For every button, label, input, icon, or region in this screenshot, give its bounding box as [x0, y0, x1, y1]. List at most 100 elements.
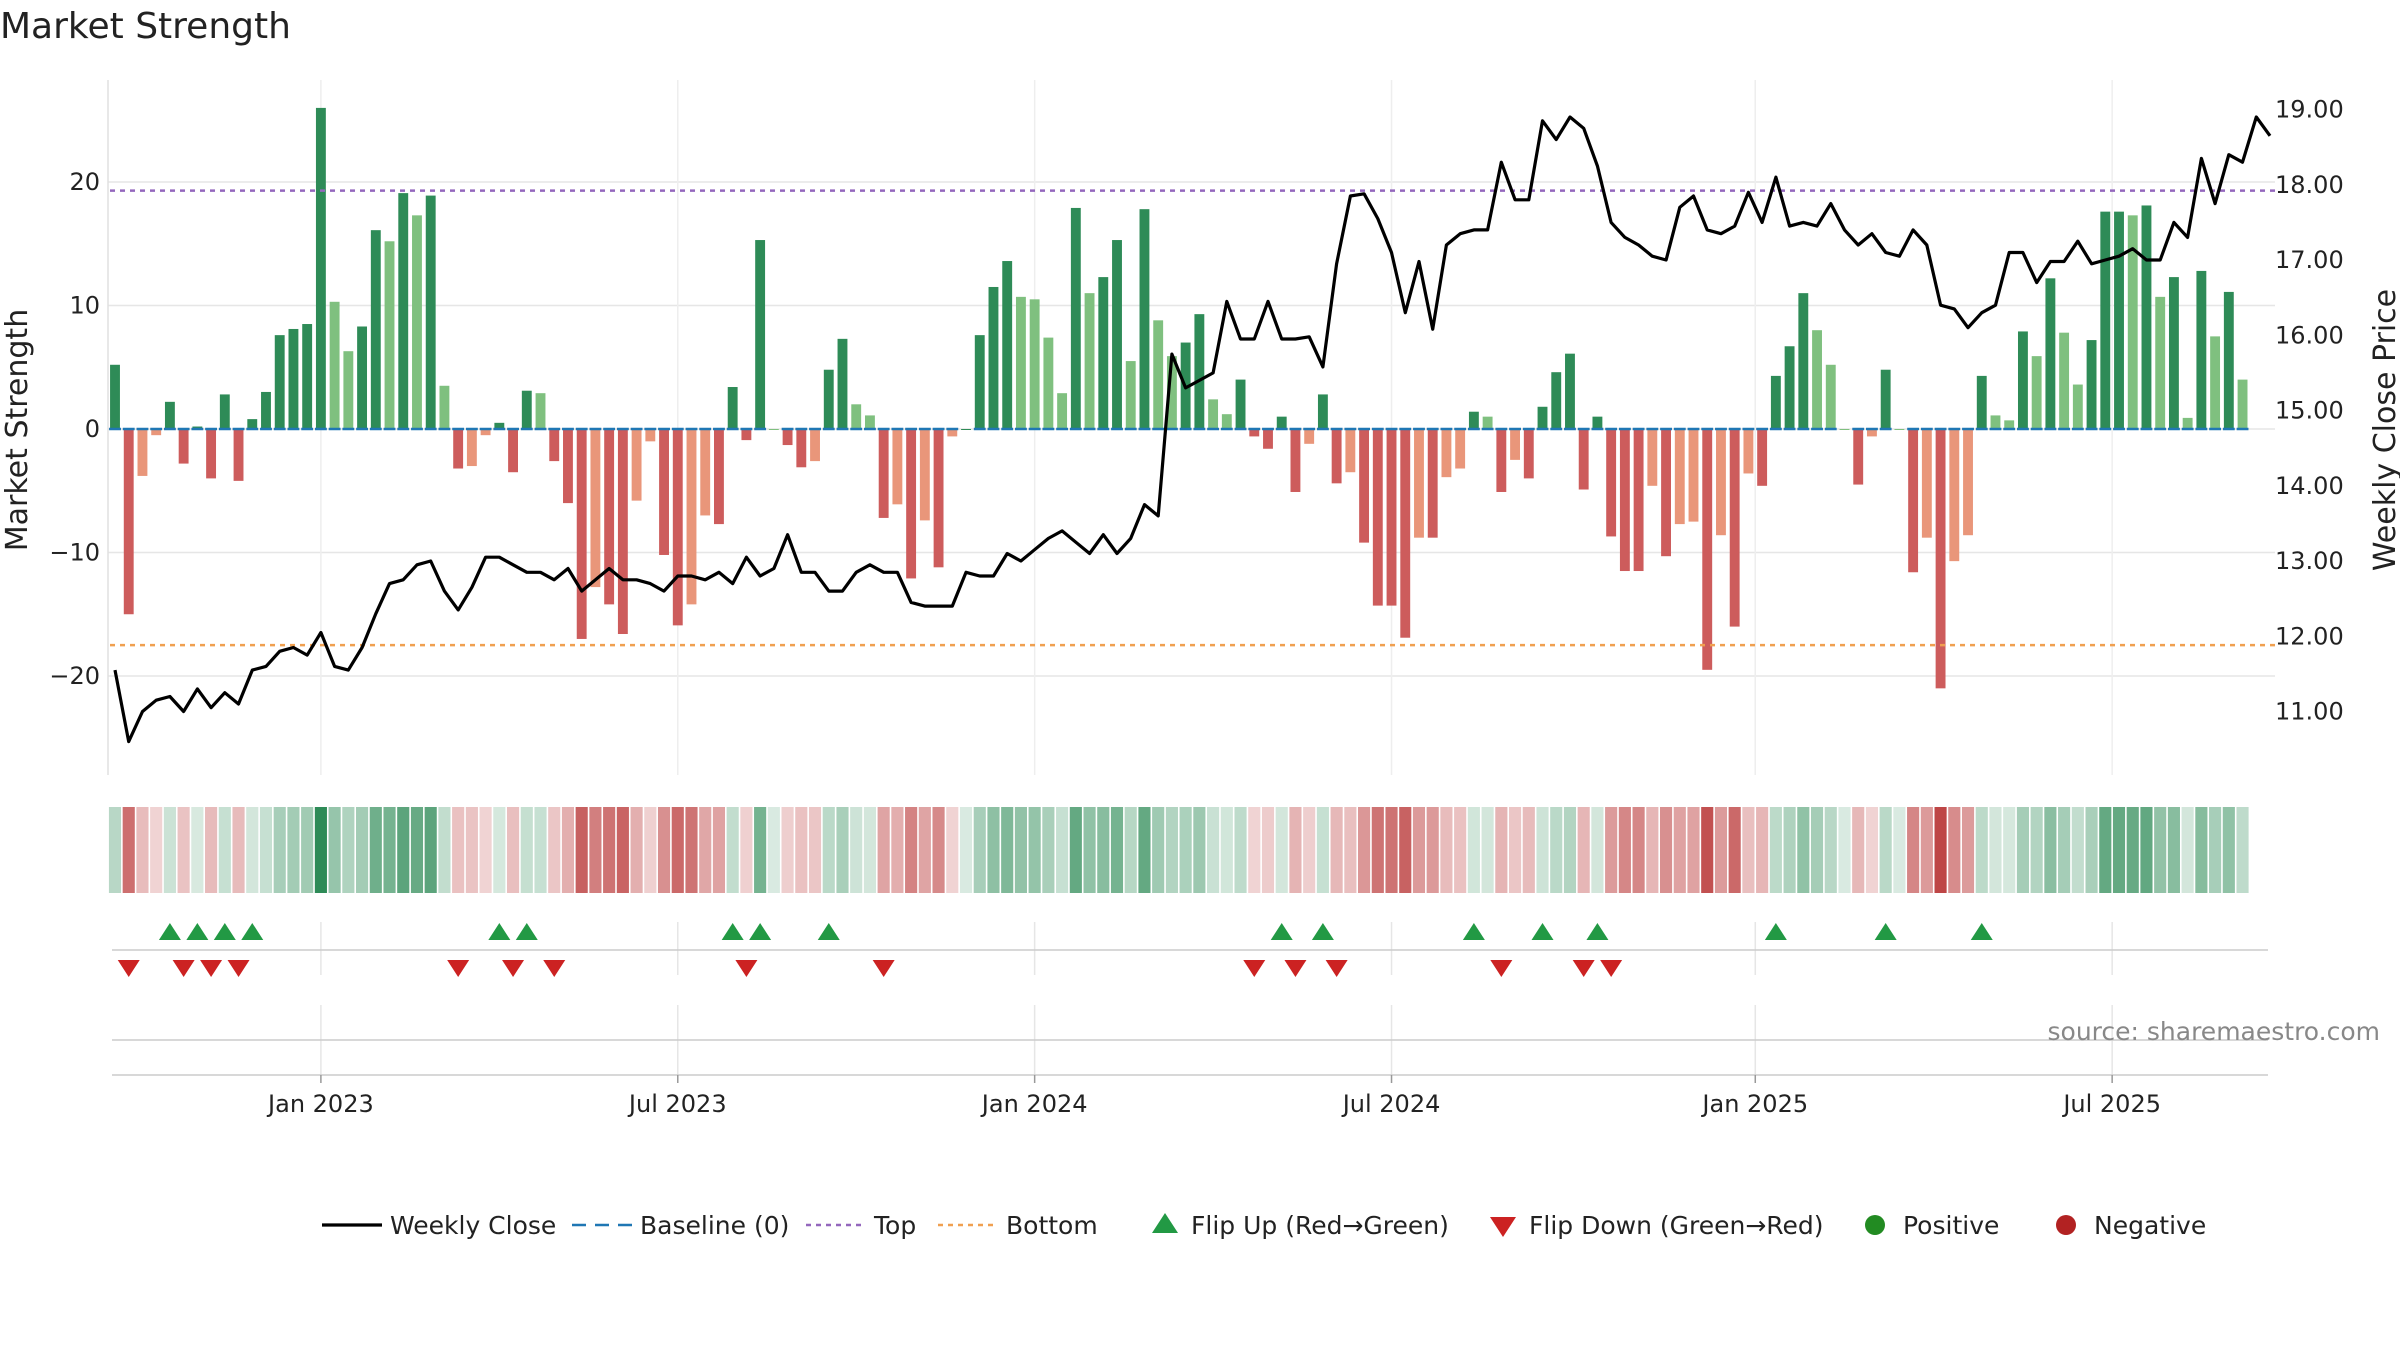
heat-cell — [1001, 807, 1014, 893]
heat-cell — [644, 807, 657, 893]
heat-cell — [932, 807, 945, 893]
heat-cell — [314, 807, 327, 893]
circle-icon — [1865, 1215, 1885, 1235]
strength-bar — [1070, 207, 1081, 429]
heat-cell — [1042, 807, 1055, 893]
heat-cell — [1838, 807, 1851, 893]
heat-cell — [1385, 807, 1398, 893]
strength-bar — [1949, 429, 1960, 562]
strength-bar — [700, 429, 711, 516]
heat-cell — [506, 807, 520, 893]
heat-cell — [918, 807, 931, 893]
strength-bar — [988, 286, 999, 429]
heat-cell — [1097, 807, 1110, 893]
y-right-tick-label: 13.00 — [2275, 547, 2344, 575]
heat-cell — [1742, 807, 1755, 893]
strength-bar — [2114, 211, 2124, 429]
y-right-tick-label: 15.00 — [2275, 397, 2344, 425]
strength-bar — [206, 429, 217, 479]
strength-bar — [1606, 429, 1617, 537]
heat-cell — [2058, 807, 2071, 893]
heat-cell — [1989, 807, 2002, 893]
strength-bar — [1331, 429, 1342, 484]
strength-bar — [2127, 215, 2138, 429]
heat-cell — [1756, 807, 1769, 893]
strength-bar — [1139, 209, 1150, 429]
heat-cell — [2195, 807, 2208, 893]
circle-icon — [2056, 1215, 2076, 1235]
heat-cell — [1961, 807, 1975, 893]
heat-cell — [1069, 807, 1082, 893]
strength-bar — [1112, 240, 1122, 429]
heat-cell — [685, 807, 698, 893]
heat-cell — [1371, 807, 1384, 893]
heat-cell — [740, 807, 753, 893]
heat-cell — [1646, 807, 1659, 893]
heat-cell — [1179, 807, 1192, 893]
y-right-tick-label: 18.00 — [2275, 171, 2344, 199]
heat-cell — [534, 807, 547, 893]
strength-bar — [288, 328, 299, 429]
flip-down-marker — [447, 960, 470, 977]
chart-title: Market Strength — [0, 6, 291, 47]
heat-cell — [712, 807, 726, 893]
heat-cell — [561, 807, 575, 893]
heat-cell — [1261, 807, 1275, 893]
legend-label: Weekly Close — [390, 1211, 556, 1240]
strength-bar — [1633, 429, 1644, 572]
strength-bar — [2086, 340, 2097, 429]
heat-cell — [1852, 807, 1865, 893]
strength-bar — [1002, 261, 1013, 429]
strength-bar — [1619, 429, 1630, 572]
heat-cell — [1440, 807, 1453, 893]
heat-cell — [1701, 807, 1714, 893]
heat-cell — [205, 807, 218, 893]
strength-bar — [755, 240, 766, 429]
strength-bar — [137, 429, 148, 476]
heat-cell — [1289, 807, 1302, 893]
strength-bar — [1015, 296, 1026, 429]
strength-bar — [1784, 346, 1795, 429]
heat-cell — [232, 807, 245, 893]
heat-cell — [397, 807, 410, 893]
strength-bar — [1935, 429, 1946, 689]
heat-cell — [850, 807, 863, 893]
heat-cell — [575, 807, 588, 893]
strength-bar — [1345, 429, 1356, 473]
heat-cell — [808, 807, 822, 893]
x-tick-label: Jan 2025 — [1700, 1090, 1808, 1118]
heat-cell — [1481, 807, 1494, 893]
legend-item: Bottom — [938, 1211, 1098, 1240]
strength-bar — [2168, 277, 2179, 429]
heat-cell — [1495, 807, 1508, 893]
legend-label: Flip Up (Red→Green) — [1191, 1211, 1449, 1240]
heat-cell — [1605, 807, 1618, 893]
legend-label: Bottom — [1006, 1211, 1098, 1240]
strength-bar — [1194, 314, 1205, 429]
strength-bar — [741, 429, 752, 441]
heat-cell — [1948, 807, 1961, 893]
heat-cell — [2016, 807, 2029, 893]
strength-bar — [261, 391, 271, 429]
heat-cell — [1769, 807, 1782, 893]
strength-bar — [1043, 337, 1054, 429]
heat-cell — [1577, 807, 1590, 893]
strength-bar — [672, 429, 683, 626]
strength-bar — [645, 429, 656, 442]
strength-bar — [714, 429, 724, 525]
strength-bar — [1359, 429, 1370, 543]
heat-cell — [548, 807, 561, 893]
heat-cell — [822, 807, 835, 893]
legend-item: Baseline (0) — [572, 1211, 789, 1240]
heat-cell — [1234, 807, 1247, 893]
heat-cell — [493, 807, 506, 893]
strength-bar — [1661, 429, 1671, 557]
strength-bar — [1153, 320, 1164, 429]
legend-label: Negative — [2094, 1211, 2206, 1240]
strength-bar — [1729, 429, 1740, 627]
strength-bar — [1427, 429, 1438, 538]
heat-cell — [2112, 807, 2126, 893]
flip-up-marker — [1874, 923, 1897, 940]
y-right-axis-label: Weekly Close Price — [2368, 289, 2400, 571]
